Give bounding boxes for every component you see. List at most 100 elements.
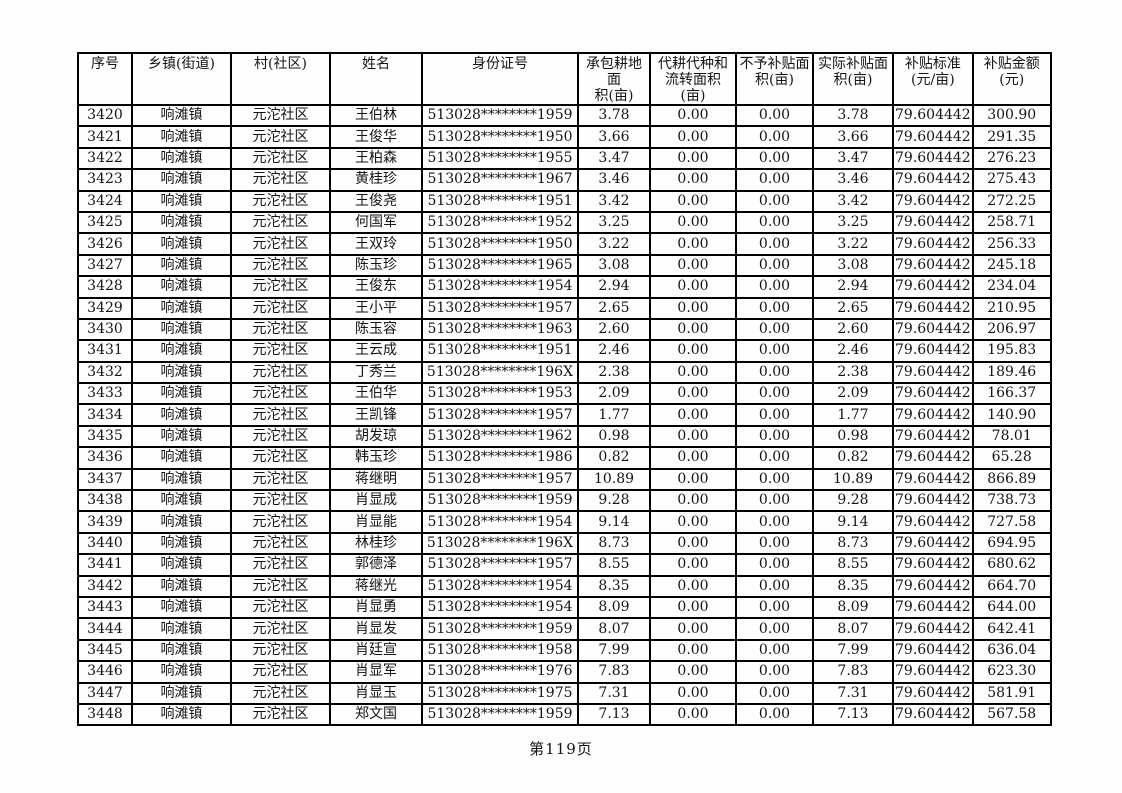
table-cell: 元沱社区	[230, 403, 331, 427]
table-cell: 0.00	[735, 681, 814, 705]
table-cell: 响滩镇	[131, 510, 232, 534]
table-cell: 513028********1950	[421, 125, 579, 149]
table-cell: 元沱社区	[230, 702, 331, 727]
table-cell: 513028********1952	[421, 210, 579, 235]
table-cell: 7.99	[577, 638, 651, 663]
table-cell: 肖廷宣	[329, 638, 423, 663]
table-cell: 78.01	[971, 424, 1052, 449]
table-header-row: 序号 乡镇(街道) 村(社区) 姓名 身份证号 承包耕地面 积(亩) 代耕代种和 流转面积 …	[77, 52, 1052, 106]
table-cell: 513028********1951	[421, 339, 579, 363]
table-cell: 0.00	[649, 531, 737, 556]
table-cell: 王俊华	[329, 125, 423, 149]
table-cell: 642.41	[971, 617, 1052, 641]
table-cell: 680.62	[971, 553, 1052, 577]
page-number: 第119页	[529, 740, 593, 758]
table-cell: 元沱社区	[230, 168, 331, 192]
table-cell: 79.604442	[892, 595, 974, 620]
table-cell: 元沱社区	[230, 467, 331, 492]
table-cell: 陈玉珍	[329, 253, 423, 278]
table-cell: 2.65	[577, 296, 651, 320]
table-cell: 0.00	[649, 553, 737, 577]
table-cell: 3446	[77, 660, 133, 684]
table-cell: 7.13	[812, 702, 894, 727]
table-cell: 3429	[77, 296, 133, 320]
table-cell: 2.38	[577, 360, 651, 385]
table-cell: 727.58	[971, 510, 1052, 534]
table-cell: 513028********1976	[421, 660, 579, 684]
table-row: 3425 响滩镇 元沱社区 何国军 513028********1952 3.25 0.00…	[77, 210, 1052, 235]
table-cell: 513028********1959	[421, 702, 579, 727]
table-cell: 响滩镇	[131, 660, 232, 684]
table-cell: 513028********1955	[421, 146, 579, 171]
table-cell: 291.35	[971, 125, 1052, 149]
table-cell: 166.37	[971, 382, 1052, 406]
table-row: 3445 响滩镇 元沱社区 肖廷宣 513028********1958 7.99 0.00…	[77, 638, 1052, 663]
table-cell: 195.83	[971, 339, 1052, 363]
table-cell: 0.00	[649, 681, 737, 705]
table-cell: 0.00	[649, 125, 737, 149]
table-cell: 元沱社区	[230, 253, 331, 278]
table-cell: 644.00	[971, 595, 1052, 620]
table-row: 3432 响滩镇 元沱社区 丁秀兰 513028********196X 2.38 0.00…	[77, 360, 1052, 385]
column-header: 身份证号	[421, 52, 579, 106]
column-header: 代耕代种和 流转面积 (亩)	[649, 52, 737, 106]
table-cell: 3424	[77, 189, 133, 213]
table-cell: 2.09	[577, 382, 651, 406]
table-cell: 513028********1963	[421, 317, 579, 342]
table-cell: 3442	[77, 574, 133, 599]
table-cell: 3428	[77, 275, 133, 299]
table-cell: 79.604442	[892, 446, 974, 470]
table-cell: 0.00	[735, 574, 814, 599]
table-cell: 响滩镇	[131, 403, 232, 427]
table-cell: 3.25	[812, 210, 894, 235]
table-cell: 响滩镇	[131, 595, 232, 620]
table-cell: 响滩镇	[131, 424, 232, 449]
table-cell: 3.42	[577, 189, 651, 213]
table-cell: 响滩镇	[131, 360, 232, 385]
table-cell: 10.89	[812, 467, 894, 492]
table-row: 3421 响滩镇 元沱社区 王俊华 513028********1950 3.66 0.00…	[77, 125, 1052, 149]
table-cell: 0.00	[735, 253, 814, 278]
table-cell: 3447	[77, 681, 133, 705]
table-row: 3443 响滩镇 元沱社区 肖显勇 513028********1954 8.09 0.00…	[77, 595, 1052, 620]
column-header: 姓名	[329, 52, 423, 106]
table-cell: 3434	[77, 403, 133, 427]
table-cell: 581.91	[971, 681, 1052, 705]
table-cell: 3433	[77, 382, 133, 406]
table-cell: 3438	[77, 489, 133, 513]
column-header: 补贴金额 (元)	[971, 52, 1052, 106]
table-cell: 79.604442	[892, 424, 974, 449]
table-cell: 王小平	[329, 296, 423, 320]
table-cell: 79.604442	[892, 189, 974, 213]
table-cell: 响滩镇	[131, 103, 232, 128]
table-cell: 元沱社区	[230, 681, 331, 705]
table-cell: 189.46	[971, 360, 1052, 385]
table-cell: 郑文国	[329, 702, 423, 727]
table-cell: 响滩镇	[131, 531, 232, 556]
table-cell: 响滩镇	[131, 317, 232, 342]
table-cell: 513028********1957	[421, 296, 579, 320]
table-cell: 元沱社区	[230, 424, 331, 449]
table-cell: 元沱社区	[230, 446, 331, 470]
table-cell: 3.66	[577, 125, 651, 149]
table-row: 3448 响滩镇 元沱社区 郑文国 513028********1959 7.13 0.00…	[77, 702, 1052, 727]
table-cell: 513028********1962	[421, 424, 579, 449]
table-cell: 8.07	[812, 617, 894, 641]
table-cell: 元沱社区	[230, 638, 331, 663]
table-cell: 0.00	[649, 210, 737, 235]
table-cell: 0.00	[735, 146, 814, 171]
table-cell: 79.604442	[892, 531, 974, 556]
table-cell: 513028********1986	[421, 446, 579, 470]
table-cell: 79.604442	[892, 146, 974, 171]
table-cell: 3421	[77, 125, 133, 149]
table-cell: 3437	[77, 467, 133, 492]
table-cell: 79.604442	[892, 210, 974, 235]
table-cell: 0.00	[649, 617, 737, 641]
table-row: 3427 响滩镇 元沱社区 陈玉珍 513028********1965 3.08 0.00…	[77, 253, 1052, 278]
table-cell: 陈玉容	[329, 317, 423, 342]
table-cell: 林桂珍	[329, 531, 423, 556]
table-cell: 3427	[77, 253, 133, 278]
table-cell: 0.00	[735, 595, 814, 620]
table-cell: 0.00	[649, 339, 737, 363]
